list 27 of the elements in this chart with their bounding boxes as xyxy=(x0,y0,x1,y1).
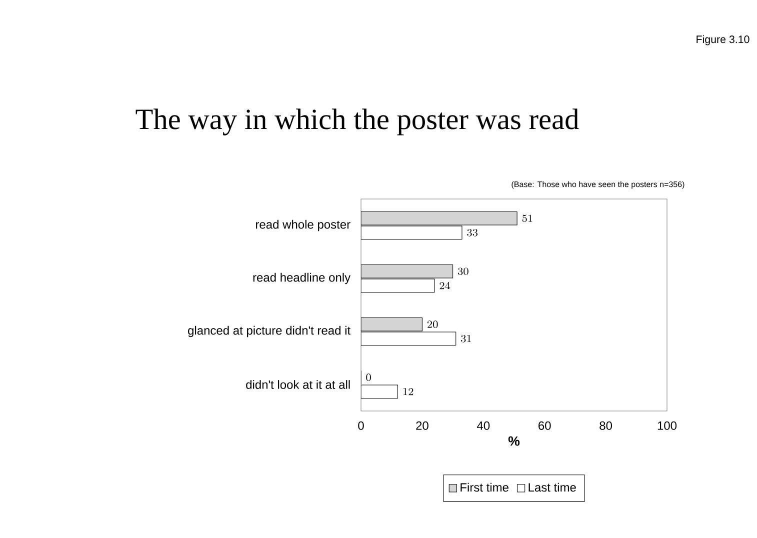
data-label: 0 xyxy=(366,374,371,382)
y-tick-label: read headline only xyxy=(253,272,351,284)
data-label: 33 xyxy=(467,229,478,236)
bar xyxy=(361,317,422,332)
chart-title: The way in which the poster was read xyxy=(136,108,579,136)
x-tick-label: 20 xyxy=(416,421,428,430)
y-tick-label: didn't look at it at all xyxy=(246,380,350,389)
x-tick-label: 80 xyxy=(600,421,612,430)
x-tick-label: 60 xyxy=(538,421,551,430)
x-tick-label: 40 xyxy=(477,421,490,430)
bar xyxy=(361,264,454,278)
x-tick-label: 100 xyxy=(658,421,677,430)
data-label: 24 xyxy=(440,282,450,290)
data-label: 30 xyxy=(458,268,468,276)
y-tick-label: glanced at picture didn't read it xyxy=(188,326,350,338)
y-tick-label: read whole poster xyxy=(256,220,350,232)
x-axis-title: % xyxy=(508,436,520,446)
data-label: 12 xyxy=(403,388,414,396)
data-label: 20 xyxy=(427,320,438,328)
bar xyxy=(361,211,518,226)
legend-label: Last time xyxy=(528,482,576,492)
legend-label: First time xyxy=(460,482,508,492)
data-label: 31 xyxy=(461,334,472,342)
x-tick-label: 0 xyxy=(358,421,364,430)
data-label: 51 xyxy=(522,214,532,222)
caption: Figure 3.10 xyxy=(696,35,750,46)
chart-subtitle: (Base: Those who have seen the posters n=356) xyxy=(512,181,684,189)
